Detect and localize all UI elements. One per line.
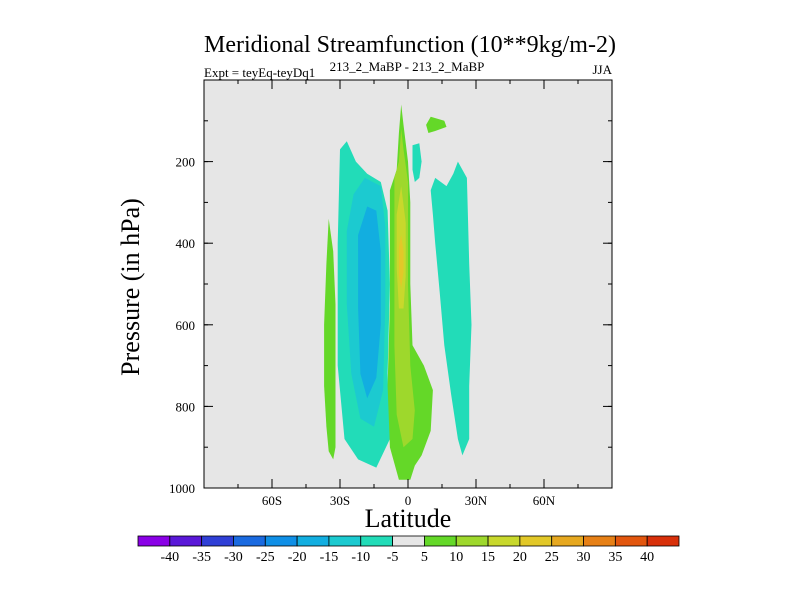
contour-region-neg-cyan-eqn: [412, 143, 422, 182]
colorbar-swatch: [296, 535, 330, 547]
colorbar-swatch: [264, 535, 298, 547]
colorbar-swatch: [201, 535, 234, 547]
colorbar-swatch: [646, 535, 680, 547]
colorbar: -40 -35 -30 -25 -20 -15 -10 -5 5 10 15 20 25 30 35 40: [137, 535, 680, 565]
x-tick-label: 30S: [330, 493, 350, 508]
colorbar-swatch: [424, 535, 457, 547]
colorbar-label: -15: [320, 550, 339, 565]
colorbar-swatch: [328, 535, 362, 547]
y-tick-label: 200: [176, 155, 196, 170]
colorbar-label: -35: [192, 550, 211, 565]
colorbar-swatch: [519, 535, 553, 547]
chart-title: Meridional Streamfunction (10**9kg/m-2): [204, 32, 616, 58]
contour-region-neg-blue-s: [358, 206, 381, 399]
y-tick-label: 800: [176, 399, 196, 414]
x-axis-ticks: 60S 30S 0 30N 60N: [203, 80, 613, 508]
season-subtitle: JJA: [592, 62, 612, 77]
x-tick-label: 60N: [533, 493, 556, 508]
y-axis-ticks: 200 400 600 800 1000: [169, 120, 612, 496]
colorbar-label: -25: [256, 550, 275, 565]
y-tick-label: 1000: [169, 481, 195, 496]
colorbar-label: -5: [387, 550, 399, 565]
x-axis-label: Latitude: [365, 504, 452, 533]
x-tick-label: 60S: [262, 493, 282, 508]
colorbar-swatch: [392, 535, 425, 547]
colorbar-swatch: [360, 535, 393, 547]
contour-region-pos-eq-orange: [398, 235, 404, 289]
contour-region-pos-north-green: [426, 116, 447, 133]
colorbar-label: -20: [288, 550, 307, 565]
x-tick-label: 30N: [465, 493, 488, 508]
colorbar-label: 15: [481, 550, 495, 565]
y-tick-label: 600: [176, 318, 196, 333]
colorbar-label: 5: [421, 550, 428, 565]
colorbar-swatch: [487, 535, 521, 547]
colorbar-swatch: [551, 535, 584, 547]
colorbar-swatch: [583, 535, 616, 547]
colorbar-label: 10: [449, 550, 463, 565]
contour-region-outer-s-green: [324, 218, 336, 460]
colorbar-label: 40: [640, 550, 654, 565]
y-tick-label: 400: [176, 236, 196, 251]
colorbar-label: -30: [224, 550, 243, 565]
case-subtitle: 213_2_MaBP - 213_2_MaBP: [330, 59, 485, 74]
colorbar-label: 25: [545, 550, 559, 565]
colorbar-label: 30: [577, 550, 591, 565]
colorbar-swatch: [455, 535, 489, 547]
contour-regions: [324, 104, 472, 480]
colorbar-swatch: [233, 535, 266, 547]
experiment-subtitle: Expt = teyEq-teyDq1: [204, 65, 315, 80]
colorbar-swatch: [614, 535, 648, 547]
y-axis-label: Pressure (in hPa): [116, 198, 145, 376]
colorbar-label: 35: [608, 550, 622, 565]
x-tick-label: 0: [405, 493, 412, 508]
colorbar-label: -40: [160, 550, 179, 565]
colorbar-swatch: [169, 535, 203, 547]
colorbar-label: -10: [351, 550, 370, 565]
contour-region-neg-cyan-n-strip: [430, 161, 472, 456]
colorbar-swatch: [137, 535, 171, 547]
colorbar-label: 20: [513, 550, 527, 565]
